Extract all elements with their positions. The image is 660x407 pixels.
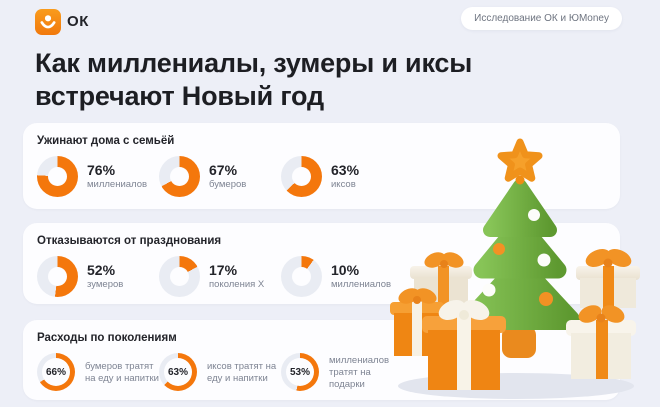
card-refuse-celebration: Отказываются от празднования 52% зумеров 1… [23, 223, 620, 304]
donut-stat: 63% иксов тратят на еду и напитки [159, 353, 281, 391]
donut-percent: 63% [167, 366, 188, 378]
donut-chart: 66% [37, 353, 75, 391]
donut-chart: 53% [281, 353, 319, 391]
ok-logo[interactable] [35, 9, 61, 35]
donut-chart [159, 156, 200, 197]
page-title: Как миллениалы, зумеры и иксы встречают … [35, 47, 472, 113]
donut-percent: 17% [209, 261, 238, 278]
card-title: Отказываются от празднования [37, 235, 222, 247]
donut-stat: 63% иксов [281, 156, 403, 197]
donut-label: миллениалов [331, 278, 392, 290]
research-badge: Исследование ОК и ЮMoney [461, 7, 622, 30]
donut-percent: 63% [331, 161, 360, 178]
donut-stat: 67% бумеров [159, 156, 281, 197]
donut-percent: 52% [87, 261, 116, 278]
donut-stat: 76% миллениалов [37, 156, 159, 197]
donut-stat: 10% миллениалов [281, 256, 403, 297]
donut-chart [37, 156, 78, 197]
card-spending-by-generation: Расходы по поколениям 66% бумеров тратят … [23, 320, 620, 400]
donut-stats-row: 66% бумеров тратят на еду и напитки 63% икс… [37, 353, 608, 391]
donut-chart [37, 256, 78, 297]
donut-label: поколения X [209, 278, 265, 290]
donut-stat: 53% миллениалов тратят на подарки [281, 353, 403, 391]
donut-stat: 66% бумеров тратят на еду и напитки [37, 353, 159, 391]
donut-percent: 10% [331, 261, 360, 278]
donut-chart: 63% [159, 353, 197, 391]
donut-chart [281, 256, 322, 297]
card-title: Ужинают дома с семьёй [37, 135, 175, 147]
donut-percent: 53% [289, 366, 310, 378]
donut-chart [281, 156, 322, 197]
donut-label: зумеров [87, 278, 124, 290]
donut-percent: 67% [209, 161, 238, 178]
donut-chart [159, 256, 200, 297]
ok-logo-wordmark: ОК [67, 13, 90, 30]
donut-percent: 76% [87, 161, 116, 178]
donut-label: миллениалов [87, 178, 148, 190]
donut-stats-row: 76% миллениалов 67% бумеров 63% иксов [37, 156, 608, 197]
page-title-line1: Как миллениалы, зумеры и иксы [35, 48, 473, 78]
donut-label: бумеров тратят на еду и напитки [85, 360, 159, 384]
donut-stats-row: 52% зумеров 17% поколения X 10% миллениалов [37, 256, 608, 297]
donut-stat: 52% зумеров [37, 256, 159, 297]
ok-person-icon [38, 12, 58, 32]
donut-stat: 17% поколения X [159, 256, 281, 297]
card-title: Расходы по поколениям [37, 332, 177, 344]
ornament-white [528, 209, 540, 221]
card-dinner-at-home: Ужинают дома с семьёй 76% миллениалов 67% б… [23, 123, 620, 209]
donut-label: иксов тратят на еду и напитки [207, 360, 277, 384]
donut-label: иксов [331, 178, 356, 190]
page-title-line2: встречают Новый год [35, 81, 324, 111]
donut-label: бумеров [209, 178, 247, 190]
donut-percent: 66% [45, 366, 66, 378]
donut-label: миллениалов тратят на подарки [329, 354, 390, 390]
